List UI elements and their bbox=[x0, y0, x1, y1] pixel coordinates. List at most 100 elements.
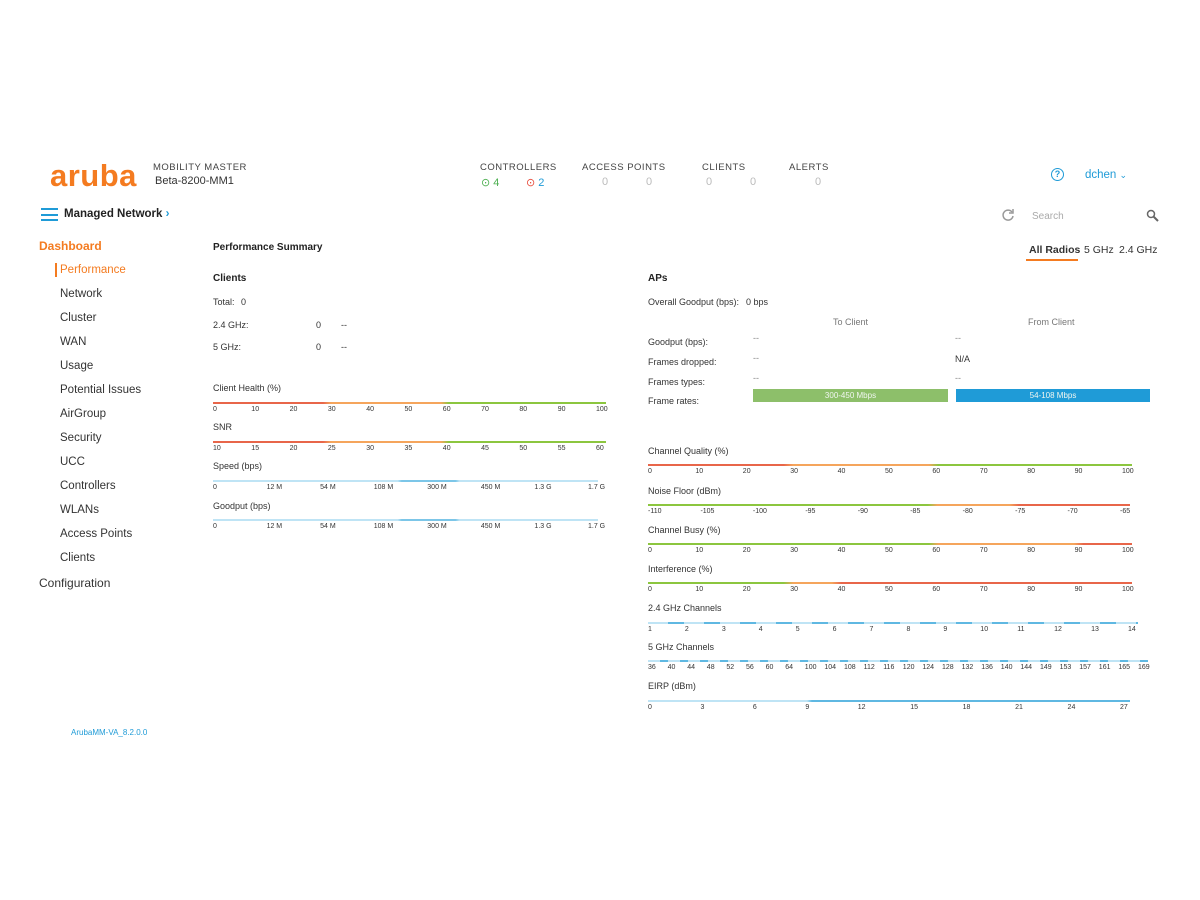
tick-label: 100 bbox=[1122, 468, 1134, 475]
tick-label: 0 bbox=[213, 523, 217, 530]
client-health-label: Client Health (%) bbox=[213, 383, 282, 393]
tick-label: 60 bbox=[765, 664, 774, 671]
clients-label[interactable]: CLIENTS bbox=[702, 162, 746, 173]
tick-label: 128 bbox=[942, 664, 954, 671]
tick-label: 4 bbox=[758, 626, 763, 633]
tick-label: 169 bbox=[1138, 664, 1150, 671]
tick-label: 3 bbox=[721, 626, 726, 633]
tick-label: 10 bbox=[695, 547, 704, 554]
sidebar-item-potential-issues[interactable]: Potential Issues bbox=[60, 384, 142, 396]
tick-label: 40 bbox=[366, 406, 374, 413]
snr-label: SNR bbox=[213, 422, 233, 432]
tick-label: -95 bbox=[805, 508, 816, 515]
managed-network-breadcrumb[interactable]: Managed Network › bbox=[64, 208, 170, 220]
clients-value-2[interactable]: 0 bbox=[750, 176, 757, 188]
menu-icon[interactable] bbox=[41, 208, 58, 221]
controllers-label[interactable]: CONTROLLERS bbox=[480, 162, 557, 173]
controllers-down[interactable]: ⊙ 2 bbox=[526, 177, 545, 189]
search-icon[interactable] bbox=[1146, 209, 1159, 222]
access-points-down[interactable]: 0 bbox=[646, 176, 653, 188]
refresh-icon[interactable] bbox=[1001, 208, 1015, 222]
tick-label: 1.3 G bbox=[534, 523, 552, 530]
user-menu[interactable]: dchen ⌄ bbox=[1085, 169, 1128, 181]
tick-label: 56 bbox=[746, 664, 754, 671]
tick-label: 90 bbox=[557, 406, 566, 413]
tick-label: 10 bbox=[695, 468, 704, 475]
page-title: Performance Summary bbox=[213, 242, 323, 253]
tick-label: 1.7 G bbox=[588, 523, 606, 530]
tick-label: 60 bbox=[932, 547, 941, 554]
tick-label: 90 bbox=[1074, 547, 1083, 554]
clients-5-label: 5 GHz: bbox=[213, 342, 242, 352]
alerts-value[interactable]: 0 bbox=[815, 176, 822, 188]
tick-label: 136 bbox=[981, 664, 993, 671]
sidebar-item-clients[interactable]: Clients bbox=[60, 552, 96, 564]
tab-all-radios[interactable]: All Radios bbox=[1029, 244, 1081, 256]
tab-2-4ghz[interactable]: 2.4 GHz bbox=[1119, 244, 1158, 256]
speed-scale: 0 12 M 54 M 108 M 300 M 450 M 1.3 G 1.7 G bbox=[213, 480, 605, 494]
sidebar-item-cluster[interactable]: Cluster bbox=[60, 312, 97, 324]
controllers-up[interactable]: ⊙ 4 bbox=[481, 177, 500, 189]
tick-label: -65 bbox=[1120, 508, 1131, 515]
tick-label: 90 bbox=[1074, 468, 1083, 475]
ap-goodput-label: Goodput (bps): bbox=[648, 337, 709, 347]
tick-label: 10 bbox=[213, 445, 221, 452]
tick-label: 0 bbox=[213, 484, 217, 491]
tick-label: -100 bbox=[752, 508, 767, 515]
tick-label: 8 bbox=[906, 626, 911, 633]
channels-24-label: 2.4 GHz Channels bbox=[648, 603, 722, 613]
tick-label: 6 bbox=[752, 704, 757, 711]
tick-label: 0 bbox=[648, 704, 652, 711]
clients-value-1[interactable]: 0 bbox=[706, 176, 713, 188]
frame-types-from: -- bbox=[955, 373, 961, 383]
tick-label: -85 bbox=[910, 508, 921, 515]
tick-label: 50 bbox=[885, 586, 893, 593]
clients-total-label: Total: bbox=[213, 297, 235, 307]
sidebar-dashboard[interactable]: Dashboard bbox=[39, 239, 102, 253]
access-points-label[interactable]: ACCESS POINTS bbox=[582, 162, 666, 173]
tick-label: 21 bbox=[1015, 704, 1023, 711]
clients-24-label: 2.4 GHz: bbox=[213, 320, 249, 330]
tick-label: -110 bbox=[648, 508, 662, 515]
to-client-header: To Client bbox=[833, 317, 869, 327]
tab-5ghz[interactable]: 5 GHz bbox=[1084, 244, 1114, 256]
tick-label: 30 bbox=[790, 586, 798, 593]
sidebar-item-wlans[interactable]: WLANs bbox=[60, 504, 99, 516]
tick-label: 15 bbox=[910, 704, 919, 711]
sidebar-item-ucc[interactable]: UCC bbox=[60, 456, 85, 468]
tick-label: 161 bbox=[1098, 664, 1111, 671]
tick-label: 149 bbox=[1040, 664, 1052, 671]
tick-label: 300 M bbox=[427, 484, 447, 491]
alert-circle-icon: ⊙ bbox=[526, 177, 536, 189]
aps-section-title: APs bbox=[648, 273, 668, 284]
tick-label: 80 bbox=[1027, 586, 1035, 593]
sidebar-item-network[interactable]: Network bbox=[60, 288, 103, 300]
tick-label: 30 bbox=[327, 406, 336, 413]
sidebar-item-performance[interactable]: Performance bbox=[60, 264, 126, 276]
sidebar-item-controllers[interactable]: Controllers bbox=[60, 480, 116, 492]
tick-label: 80 bbox=[1027, 468, 1035, 475]
access-points-up[interactable]: 0 bbox=[602, 176, 609, 188]
search-input[interactable]: Search bbox=[1032, 211, 1064, 222]
tick-label: 140 bbox=[1000, 664, 1013, 671]
tick-label: 100 bbox=[1122, 547, 1134, 554]
sidebar-item-airgroup[interactable]: AirGroup bbox=[60, 408, 107, 420]
sidebar-item-wan[interactable]: WAN bbox=[60, 336, 87, 348]
tick-label: 30 bbox=[790, 468, 798, 475]
eirp-scale: 0 3 6 9 12 15 18 21 24 27 bbox=[648, 700, 1130, 714]
help-icon[interactable]: ? bbox=[1051, 168, 1064, 181]
frame-rate-to-bar: 300-450 Mbps bbox=[753, 389, 948, 402]
tick-label: 7 bbox=[869, 626, 874, 633]
tick-label: 0 bbox=[213, 406, 217, 413]
tick-label: 450 M bbox=[480, 484, 501, 491]
alerts-label[interactable]: ALERTS bbox=[789, 162, 829, 173]
tick-label: 9 bbox=[805, 704, 810, 711]
eirp-label: EIRP (dBm) bbox=[648, 681, 696, 691]
tick-label: -105 bbox=[700, 508, 715, 515]
sidebar-item-security[interactable]: Security bbox=[60, 432, 102, 444]
sidebar-configuration[interactable]: Configuration bbox=[39, 576, 111, 590]
sidebar-item-usage[interactable]: Usage bbox=[60, 360, 94, 372]
sidebar-item-access-points[interactable]: Access Points bbox=[60, 528, 133, 540]
tick-label: 60 bbox=[932, 586, 941, 593]
tick-label: 120 bbox=[902, 664, 915, 671]
